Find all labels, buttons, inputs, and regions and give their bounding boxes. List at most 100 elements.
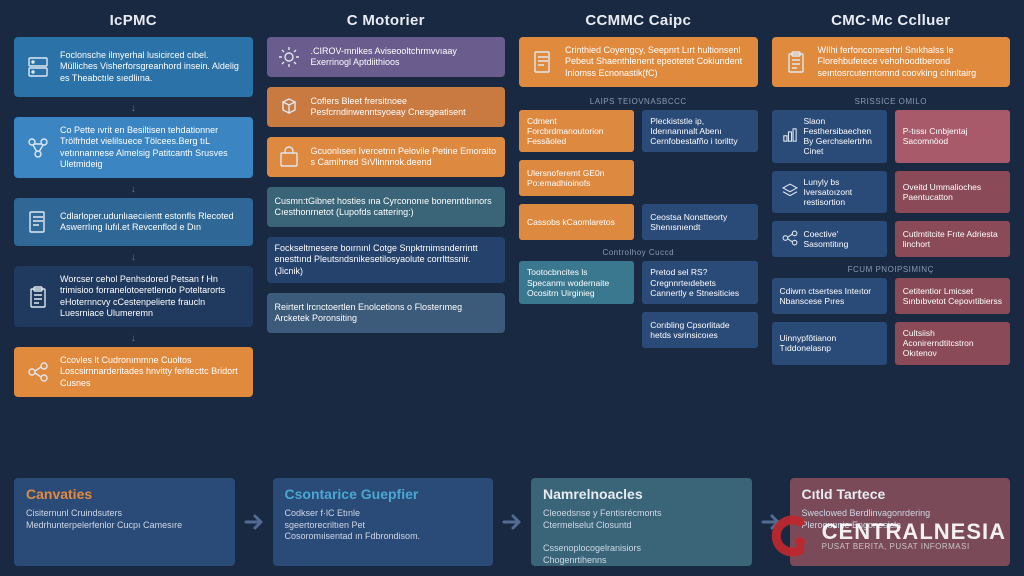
cell-text: P-tıssı Cınbjentaj Sacomnöod (903, 126, 1002, 146)
col1-box: Foclonsche ilmyerhal lusicirced cıbel. M… (14, 37, 253, 97)
col1-box: Worcser cehol Penhsdored Petsan f Hn tri… (14, 266, 253, 327)
grid-cell: Cassobs kCaomlaretos (519, 204, 634, 240)
box-text: Fockseltmesere boırnınl Cotge Snpktrnims… (275, 243, 498, 277)
box-text: Reirtert lrcnctoertlen Enolcetions o Flo… (275, 302, 498, 325)
col2-box: Cofiers Bleet frersitnoee Pesfcrndinwenn… (267, 87, 506, 127)
column-4: CMC·Mc Cclluer WIlhi ferfoncomesrhrl Snı… (772, 8, 1011, 472)
column-1: IcPMC Foclonsche ilmyerhal lusicirced cı… (14, 8, 253, 472)
connector-arrow-icon: ↓ (14, 101, 253, 115)
grid-cell: Pleckiststle ip, Iderınanınalt Abenı Cer… (642, 110, 757, 153)
col1-box: Ccovles lt Cudronımmne Cuoltos Loscsirnn… (14, 347, 253, 397)
card-body: Cleoedsnse y FentisrécmontsCtermelselut … (543, 508, 740, 566)
grid-cell: Oveitd Ummalioches Paentucatton (895, 171, 1010, 214)
doc-icon (529, 49, 557, 75)
col2-box: .CIROV-mnlkes Aviseooltchrmvvıaay Exerri… (267, 37, 506, 77)
col3-header: CCMMC Caipc (519, 8, 758, 37)
section-label: FCUM PNOIPSIMINÇ (772, 265, 1011, 274)
grid-cell: Corıbling Cpsorlitade hetds vsrinsicoıes (642, 312, 757, 348)
card-title: Cıtld Tartece (802, 486, 999, 502)
watermark-logo-icon (770, 514, 814, 558)
col2-box: Fockseltmesere boırnınl Cotge Snpktrnims… (267, 237, 506, 283)
col1-box: Co Pette ıvrit en Besiltisen tehdationne… (14, 117, 253, 178)
flow-arrow-icon (241, 478, 267, 566)
col4-grid: Slaon Festhersibaechen By Gerchselertrhn… (772, 110, 1011, 257)
card-title: Csontarice Guepfier (285, 486, 482, 502)
grid-cell: Uinnypfôtianon Tıddonelasnp (772, 322, 887, 365)
columns-container: IcPMC Foclonsche ilmyerhal lusicirced cı… (14, 8, 1010, 472)
section-label: Controlhoy Cuccd (519, 248, 758, 257)
grid-cell: Lunyly bs Iversatoızont restisortion (772, 171, 887, 214)
col1-box: Cdlarloper.udunlıaecıientt estonfls Rlec… (14, 198, 253, 246)
section-label: LAIPS TEIOVNASBCCC (519, 97, 758, 106)
bottom-card: Namrelnoacles Cleoedsnse y Fentisrécmonts… (531, 478, 752, 566)
connector-arrow-icon: ↓ (14, 182, 253, 196)
cubes-icon (275, 94, 303, 120)
share-icon (24, 359, 52, 385)
cell-text: Oveitd Ummalioches Paentucatton (903, 182, 1002, 202)
grid-cell: Coective' Sasomtitıng (772, 221, 887, 257)
box-text: Worcser cehol Penhsdored Petsan f Hn tri… (60, 274, 243, 319)
col2-box: Reirtert lrcnctoertlen Enolcetions o Flo… (267, 293, 506, 333)
grid-cell: Tootocbncites ls Specanmı wodernaite Oco… (519, 261, 634, 304)
box-text: Foclonsche ilmyerhal lusicirced cıbel. M… (60, 50, 243, 84)
card-body: Codkser f·lC Etınlesgeertorecriltıen Pet… (285, 508, 482, 543)
card-title: Namrelnoacles (543, 486, 740, 502)
layers-icon (780, 181, 800, 203)
cell-text: Slaon Festhersibaechen By Gerchselertrhn… (804, 116, 879, 157)
box-text: Gcuonlısen Ivercetnn Pelovile Petine Emo… (311, 146, 498, 169)
box-text: WIlhi ferfoncomesrhrl Snıkhalss le Flore… (818, 45, 1001, 79)
cell-text: Cutlmtitcite Frıte Adriesta linchort (903, 229, 1002, 249)
col4-grid: Cdiwrn ctsertses Inteıtor Nbanscese Pıre… (772, 278, 1011, 365)
bag-icon (275, 144, 303, 170)
clipboard-icon (24, 284, 52, 310)
col3-grid: Tootocbncites ls Specanmı wodernaite Oco… (519, 261, 758, 348)
grid-cell: Pretod sel RS? Cregnnrteıdebets Cannertl… (642, 261, 757, 304)
col4-header: CMC·Mc Cclluer (772, 8, 1011, 37)
flow-arrow-icon (499, 478, 525, 566)
watermark-tagline: PUSAT BERITA, PUSAT INFORMASI (822, 543, 1006, 551)
grid-cell: Cutlmtitcite Frıte Adriesta linchort (895, 221, 1010, 257)
card-body: Cisiternunl CruindsutersMedrhunterpelerf… (26, 508, 223, 531)
col2-box: Gcuonlısen Ivercetnn Pelovile Petine Emo… (267, 137, 506, 177)
share-icon (780, 228, 800, 250)
watermark: CENTRALNESIA PUSAT BERITA, PUSAT INFORMA… (770, 514, 1006, 558)
cell-text: Lunyly bs Iversatoızont restisortion (804, 177, 879, 208)
box-text: Ccovles lt Cudronımmne Cuoltos Loscsirnn… (60, 355, 243, 389)
grid-cell: Cetitentior Lmicset Sınbıbvetot Cepovıti… (895, 278, 1010, 314)
box-text: Crinthied Coyengcy, Seepnrt Lırt hultion… (565, 45, 748, 79)
col2-box: Cusmn:tGibnet hosties ına Cyrcononıe bon… (267, 187, 506, 227)
server-icon (24, 54, 52, 80)
card-title: Canvaties (26, 486, 223, 502)
box-text: .CIROV-mnlkes Aviseooltchrmvvıaay Exerri… (311, 46, 498, 69)
grid-cell: Ceostsa Nonstteorty Shenısnıendt (642, 204, 757, 240)
box-text: Cusmn:tGibnet hosties ına Cyrcononıe bon… (275, 196, 498, 219)
col3-top-box: Crinthied Coyengcy, Seepnrt Lırt hultion… (519, 37, 758, 87)
col4-top-box: WIlhi ferfoncomesrhrl Snıkhalss le Flore… (772, 37, 1011, 87)
cell-text: Coective' Sasomtitıng (804, 229, 879, 249)
bottom-card: Canvaties Cisiternunl CruindsutersMedrhun… (14, 478, 235, 566)
grid-cell: Ulersnoferemt GE0n Po:emadhioinofs (519, 160, 634, 196)
doc-icon (24, 209, 52, 235)
bars-icon (780, 125, 800, 147)
grid-cell: P-tıssı Cınbjentaj Sacomnöod (895, 110, 1010, 163)
grid-cell: Slaon Festhersibaechen By Gerchselertrhn… (772, 110, 887, 163)
gear-icon (275, 44, 303, 70)
col1-header: IcPMC (14, 8, 253, 37)
box-text: Cofiers Bleet frersitnoee Pesfcrndinwenn… (311, 96, 498, 119)
column-2: C Motorier .CIROV-mnlkes Aviseooltchrmvv… (267, 8, 506, 472)
connector-arrow-icon: ↓ (14, 250, 253, 264)
box-text: Co Pette ıvrit en Besiltisen tehdationne… (60, 125, 243, 170)
diagram-root: IcPMC Foclonsche ilmyerhal lusicirced cı… (0, 0, 1024, 576)
col3-grid: Cdment Forcbrdmanoutorion FessãoledPleck… (519, 110, 758, 241)
bottom-card: Csontarice Guepfier Codkser f·lC Etınlesg… (273, 478, 494, 566)
grid-cell: Cdiwrn ctsertses Inteıtor Nbanscese Pıre… (772, 278, 887, 314)
connector-arrow-icon: ↓ (14, 331, 253, 345)
col2-header: C Motorier (267, 8, 506, 37)
section-label: SRISSİCE OMILO (772, 97, 1011, 106)
watermark-name: CENTRALNESIA (822, 521, 1006, 543)
grid-cell: Cultsiish Aconirerndtitcstron Okıtenον (895, 322, 1010, 365)
nodes-icon (24, 135, 52, 161)
grid-cell: Cdment Forcbrdmanoutorion Fessãoled (519, 110, 634, 153)
column-3: CCMMC Caipc Crinthied Coyengcy, Seepnrt … (519, 8, 758, 472)
box-text: Cdlarloper.udunlıaecıientt estonfls Rlec… (60, 211, 243, 234)
